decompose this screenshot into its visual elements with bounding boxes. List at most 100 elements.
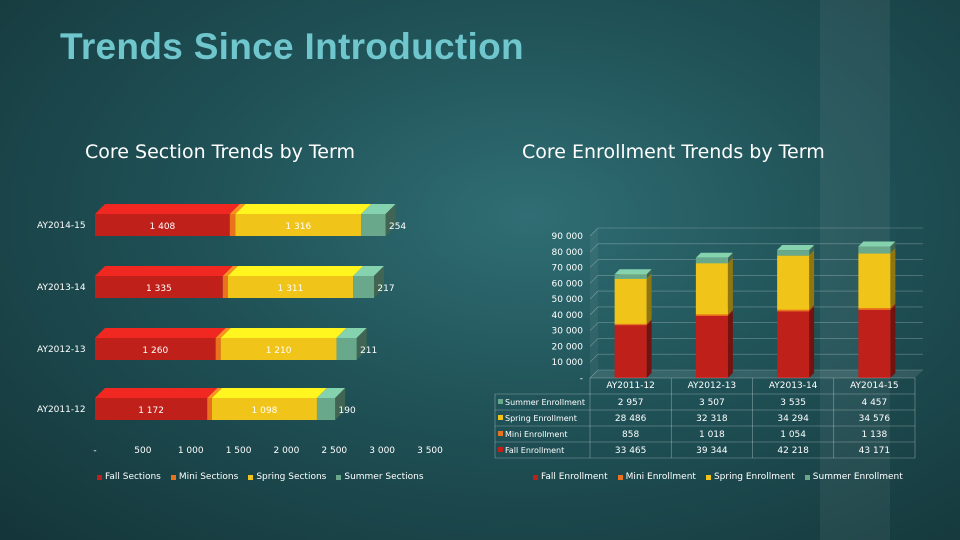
- y-tick-label: 60 000: [552, 279, 584, 289]
- bar-side-face: [646, 269, 652, 279]
- y-tick-label: AY2014-15: [37, 221, 86, 231]
- bar-segment: [858, 246, 891, 254]
- table-cell: 33 465: [615, 446, 647, 456]
- table-cell: 1 138: [861, 430, 887, 440]
- legend-label: Mini Enrollment: [625, 472, 696, 482]
- bar-segment: [858, 308, 891, 310]
- bar-top-face: [777, 245, 815, 251]
- bar-segment: [695, 257, 728, 264]
- y-tick-label: 10 000: [552, 358, 584, 368]
- table-row-label: Summer Enrollment: [505, 398, 585, 407]
- bar-side-face: [727, 258, 733, 315]
- bar-side-face: [809, 306, 815, 378]
- bar-segment: [222, 276, 228, 298]
- bar-top-face: [858, 241, 896, 247]
- gridline: [589, 322, 599, 331]
- y-tick-label: 40 000: [552, 311, 584, 321]
- bar-segment: [777, 250, 810, 256]
- gridline: [589, 338, 599, 347]
- table-legend-swatch: [498, 447, 503, 452]
- bar-segment: [353, 276, 375, 298]
- table-cell: 2 957: [618, 398, 644, 408]
- gridline: [589, 259, 599, 268]
- legend-label: Fall Enrollment: [541, 472, 608, 482]
- bar-segment: [220, 338, 337, 360]
- legend-swatch: [248, 474, 254, 480]
- table-legend-swatch: [498, 399, 503, 404]
- section-chart-title: Core Section Trends by Term: [85, 141, 355, 163]
- x-tick-label: 500: [134, 446, 151, 456]
- gridline: [589, 243, 599, 252]
- bar-segment: [858, 253, 891, 309]
- y-tick-label: 20 000: [552, 342, 584, 352]
- gridline: [589, 354, 599, 363]
- gridline: [589, 227, 599, 237]
- gridline: [589, 290, 599, 300]
- bar-top-face: [95, 328, 226, 338]
- bar-segment: [336, 338, 357, 360]
- legend-label: Spring Sections: [256, 472, 327, 482]
- bar-top-face: [614, 269, 652, 275]
- legend-label: Summer Enrollment: [812, 472, 903, 482]
- bar-top-face: [361, 204, 396, 214]
- table-cell: 3 535: [780, 398, 806, 408]
- gridline: [589, 369, 599, 379]
- bar-side-face: [727, 310, 733, 378]
- table-cell: 39 344: [696, 446, 728, 456]
- bar-side-face: [646, 318, 652, 326]
- table-cell: 4 457: [861, 398, 887, 408]
- bar-side-face: [890, 304, 896, 378]
- gridline: [589, 306, 599, 316]
- page-title: Trends Since Introduction: [60, 26, 524, 67]
- y-tick-label: 30 000: [552, 327, 584, 337]
- bar-side-face: [809, 250, 815, 310]
- table-legend-swatch: [498, 415, 503, 420]
- legend-label: Mini Sections: [178, 472, 239, 482]
- bar-side-face: [335, 388, 346, 420]
- bar-side-face: [890, 303, 896, 310]
- y-tick-label: 50 000: [552, 295, 584, 305]
- bar-top-face: [95, 388, 218, 398]
- bar-top-face: [222, 266, 238, 276]
- table-cell: 1 018: [699, 430, 725, 440]
- bar-top-face: [336, 328, 367, 338]
- bar-segment: [229, 214, 236, 236]
- bar-segment: [777, 255, 810, 310]
- data-label: 1 172: [138, 406, 164, 416]
- bar-top-face: [207, 388, 222, 398]
- side-wall: [590, 228, 598, 378]
- y-tick-label: AY2013-14: [37, 283, 86, 293]
- bar-segment: [207, 398, 212, 420]
- bar-segment: [777, 309, 810, 312]
- y-tick-label: 80 000: [552, 248, 584, 258]
- data-label: 1 210: [266, 346, 292, 356]
- bar-segment: [695, 314, 728, 316]
- bar-segment: [614, 323, 647, 326]
- x-tick-label: AY2011-12: [606, 381, 655, 391]
- data-label: 190: [339, 406, 356, 416]
- table-cell: 34 294: [777, 414, 809, 424]
- floor: [590, 370, 923, 378]
- table-cell: 1 054: [780, 430, 806, 440]
- enrollment-trends-chart: - 10 000 20 000 30 000 40 000 50 000 60 000 70 …: [494, 227, 923, 459]
- y-tick-label: 70 000: [552, 264, 584, 274]
- bar-top-face: [215, 328, 231, 338]
- bar-side-face: [890, 241, 896, 254]
- bar-top-face: [235, 204, 372, 214]
- y-tick-label: AY2012-13: [37, 345, 86, 355]
- bar-segment: [211, 398, 317, 420]
- bar-side-face: [809, 245, 815, 256]
- table-cell: 32 318: [696, 414, 728, 424]
- x-tick-label: AY2014-15: [850, 381, 899, 391]
- data-label: 1 260: [142, 346, 168, 356]
- bar-side-face: [356, 328, 367, 360]
- bar-segment: [777, 311, 810, 378]
- data-label: 1 335: [146, 284, 172, 294]
- bar-side-face: [374, 266, 385, 298]
- y-tick-label: -: [580, 374, 583, 384]
- y-tick-label: AY2011-12: [37, 405, 86, 415]
- table-cell: 42 218: [777, 446, 809, 456]
- bar-segment: [361, 214, 386, 236]
- enrollment-chart-legend: Fall Enrollment Mini Enrollment Spring Enr…: [533, 472, 903, 482]
